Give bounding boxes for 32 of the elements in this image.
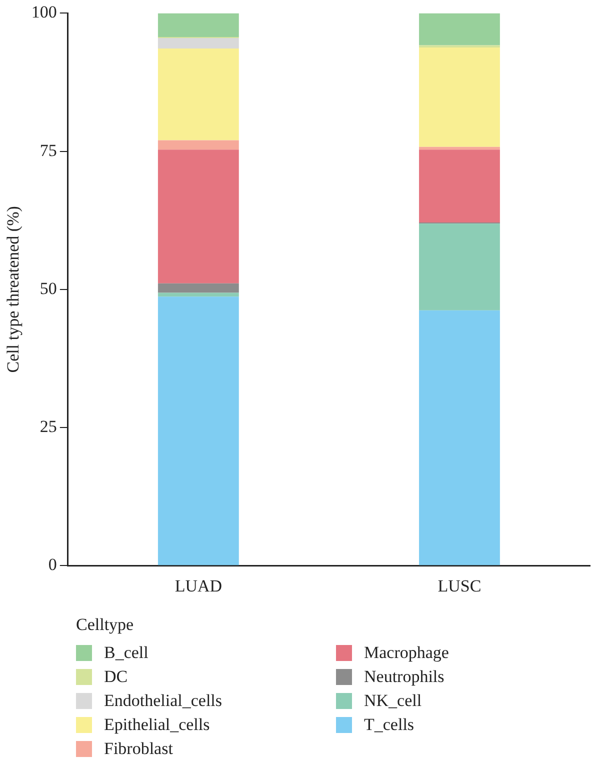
legend-label: Fibroblast: [104, 739, 173, 759]
bar: [419, 150, 500, 223]
bar: [158, 292, 239, 297]
bar: [158, 296, 239, 566]
bar: [158, 283, 239, 293]
bar: [419, 224, 500, 310]
y-tick-label: 75: [40, 140, 57, 160]
legend-label: T_cells: [364, 715, 414, 735]
legend-label: Macrophage: [364, 643, 449, 663]
bar: [419, 13, 500, 46]
y-tick-label: 0: [48, 555, 57, 574]
bar: [419, 47, 500, 147]
legend-label: Epithelial_cells: [104, 715, 210, 735]
y-tick-label: 25: [40, 416, 57, 436]
y-axis-title: Cell type threatened (%): [4, 206, 23, 373]
legend-label: Endothelial_cells: [104, 691, 222, 711]
bar: [419, 146, 500, 150]
legend-label: NK_cell: [364, 691, 422, 711]
x-tick-label: LUSC: [438, 576, 482, 596]
legend-label: Neutrophils: [364, 667, 444, 687]
legend-label: DC: [104, 667, 128, 687]
y-tick-label: 100: [31, 2, 57, 22]
bar: [158, 150, 239, 284]
bar: [158, 13, 239, 37]
legend-title: Celltype: [76, 615, 135, 635]
x-tick-label: LUAD: [174, 576, 222, 596]
legend-label: B_cell: [104, 643, 148, 663]
bar: [158, 38, 239, 49]
bar: [419, 310, 500, 566]
bar: [158, 48, 239, 140]
y-tick-label: 50: [40, 278, 57, 298]
bar: [158, 140, 239, 150]
